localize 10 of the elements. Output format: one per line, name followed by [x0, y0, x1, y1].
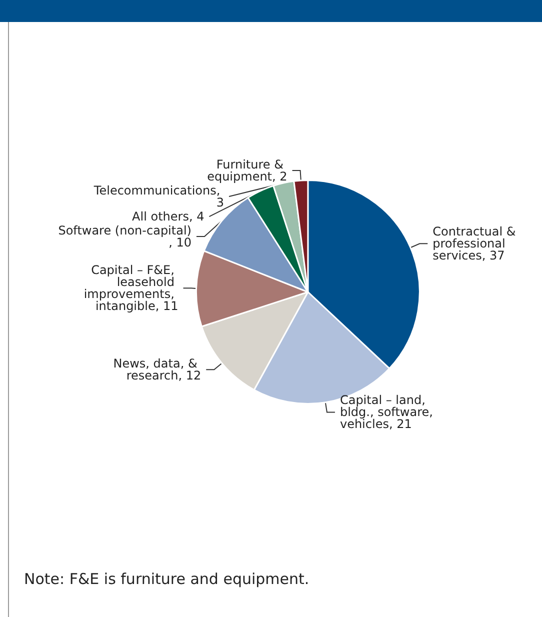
slice-label: Telecommunications, 3 — [92, 184, 224, 210]
slice-label: Contractual & professional services, 37 — [432, 224, 520, 263]
slice-label: Capital – land, bldg., software, vehicles, 21 — [340, 393, 437, 432]
slice-label: News, data, & research, 12 — [113, 356, 202, 383]
data-label: , 10 — [168, 236, 192, 250]
slice-label: Capital – F&E, leasehold improvements, intangible, 11 — [84, 263, 178, 314]
slice-label: Software (non-capital) — [58, 224, 192, 238]
slice-label: Furniture & equipment, 2 — [207, 158, 288, 184]
slice-label: All others, 4 — [132, 210, 204, 224]
text: Note: F&E is furniture and equipment. — [24, 570, 310, 588]
